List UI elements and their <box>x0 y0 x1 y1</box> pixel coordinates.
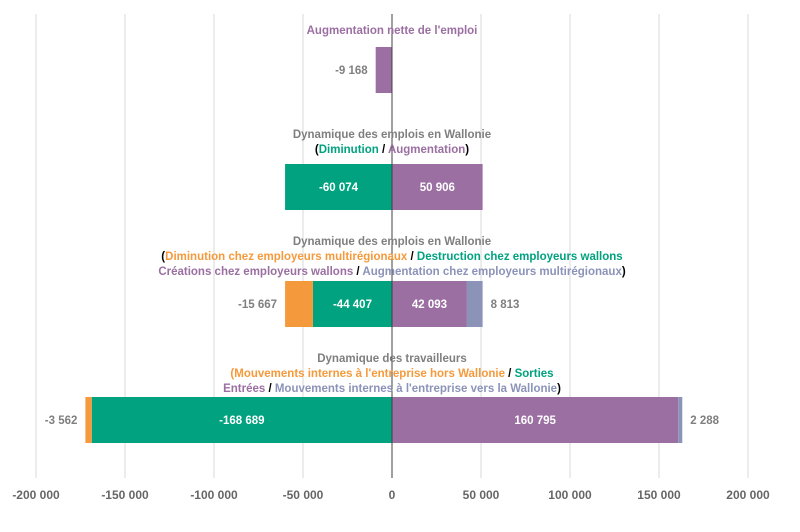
group-titles: Augmentation nette de l'emploi Dynamique … <box>158 25 626 395</box>
bar-segment <box>285 164 392 210</box>
title-run: Créations chez employeurs wallons <box>158 266 353 278</box>
title-run: ) <box>622 266 626 278</box>
group-title-line: Augmentation nette de l'emploi <box>307 25 478 37</box>
title-run: Dynamique des travailleurs <box>317 353 467 365</box>
data-label: -44 407 <box>333 299 372 311</box>
title-run: ( <box>315 144 319 156</box>
x-tick-label: 0 <box>389 488 396 502</box>
bar-segment <box>678 397 683 443</box>
data-label: 2 288 <box>690 415 719 427</box>
title-run: ( <box>161 251 165 263</box>
x-axis-ticks: -200 000 -150 000 -100 000 -50 000 0 50 000 10… <box>12 488 770 502</box>
data-label: 8 813 <box>491 299 520 311</box>
title-run: / <box>353 266 362 278</box>
data-label: 50 906 <box>420 182 455 194</box>
data-label: -9 168 <box>335 65 368 77</box>
data-label: -3 562 <box>45 415 78 427</box>
bars <box>85 47 683 443</box>
title-run: / <box>505 368 515 380</box>
x-tick-label: -200 000 <box>12 488 60 502</box>
title-run: / <box>407 251 417 263</box>
title-run: Sorties <box>515 368 554 380</box>
bar-segment <box>466 281 483 327</box>
group-title-line: Dynamique des emplois en Wallonie <box>293 129 491 141</box>
group-title-line: Dynamique des emplois en Wallonie <box>293 236 491 248</box>
x-tick-label: -150 000 <box>101 488 149 502</box>
title-run: Dynamique des emplois en Wallonie <box>293 236 491 248</box>
title-run: Mouvements internes à l'entreprise vers … <box>275 383 557 395</box>
data-label: -15 667 <box>238 299 277 311</box>
group-title-line: (Diminution / Augmentation) <box>315 144 469 156</box>
bar-segment <box>285 281 313 327</box>
title-run: ) <box>465 144 469 156</box>
bar-segment <box>392 164 483 210</box>
data-label: 160 795 <box>514 415 556 427</box>
group-title-line: Dynamique des travailleurs <box>317 353 467 365</box>
x-tick-label: 50 000 <box>463 488 500 502</box>
x-tick-label: 200 000 <box>726 488 770 502</box>
bar-segment <box>312 281 392 327</box>
group-title-line: Entrées / Mouvements internes à l'entrep… <box>223 383 561 395</box>
bar-segment <box>375 47 392 93</box>
data-label: 42 093 <box>412 299 447 311</box>
bar-segment <box>91 397 392 443</box>
bar-segment <box>392 397 679 443</box>
x-tick-label: 100 000 <box>548 488 592 502</box>
title-run: Destruction chez employeurs wallons <box>417 251 623 263</box>
group-title-line: Créations chez employeurs wallons / Augm… <box>158 266 626 278</box>
group-title-line: (Diminution chez employeurs multirégiona… <box>161 251 622 263</box>
title-run: Augmentation nette de l'emploi <box>307 25 478 37</box>
title-run: Diminution chez employeurs multirégionau… <box>165 251 408 263</box>
x-tick-label: 150 000 <box>637 488 681 502</box>
title-run: Augmentation <box>388 144 465 156</box>
x-tick-label: -50 000 <box>283 488 324 502</box>
bar-segment <box>392 281 467 327</box>
data-labels: -9 168 -60 074 50 906 -44 407 -15 667 42 093 8… <box>45 65 720 427</box>
title-run: ) <box>557 383 561 395</box>
gridlines <box>35 14 749 478</box>
title-run: Dynamique des emplois en Wallonie <box>293 129 491 141</box>
title-run: (Mouvements internes à l'entreprise hors… <box>230 368 505 380</box>
title-run: / <box>379 144 388 156</box>
bar-segment <box>85 397 92 443</box>
data-label: -60 074 <box>319 182 359 194</box>
title-run: Diminution <box>319 144 379 156</box>
title-run: Entrées <box>223 383 265 395</box>
data-label: -168 689 <box>219 415 264 427</box>
title-run: Augmentation chez employeurs multirégion… <box>362 266 622 278</box>
x-tick-label: -100 000 <box>190 488 238 502</box>
title-run: / <box>265 383 275 395</box>
group-title-line: (Mouvements internes à l'entreprise hors… <box>230 368 553 380</box>
